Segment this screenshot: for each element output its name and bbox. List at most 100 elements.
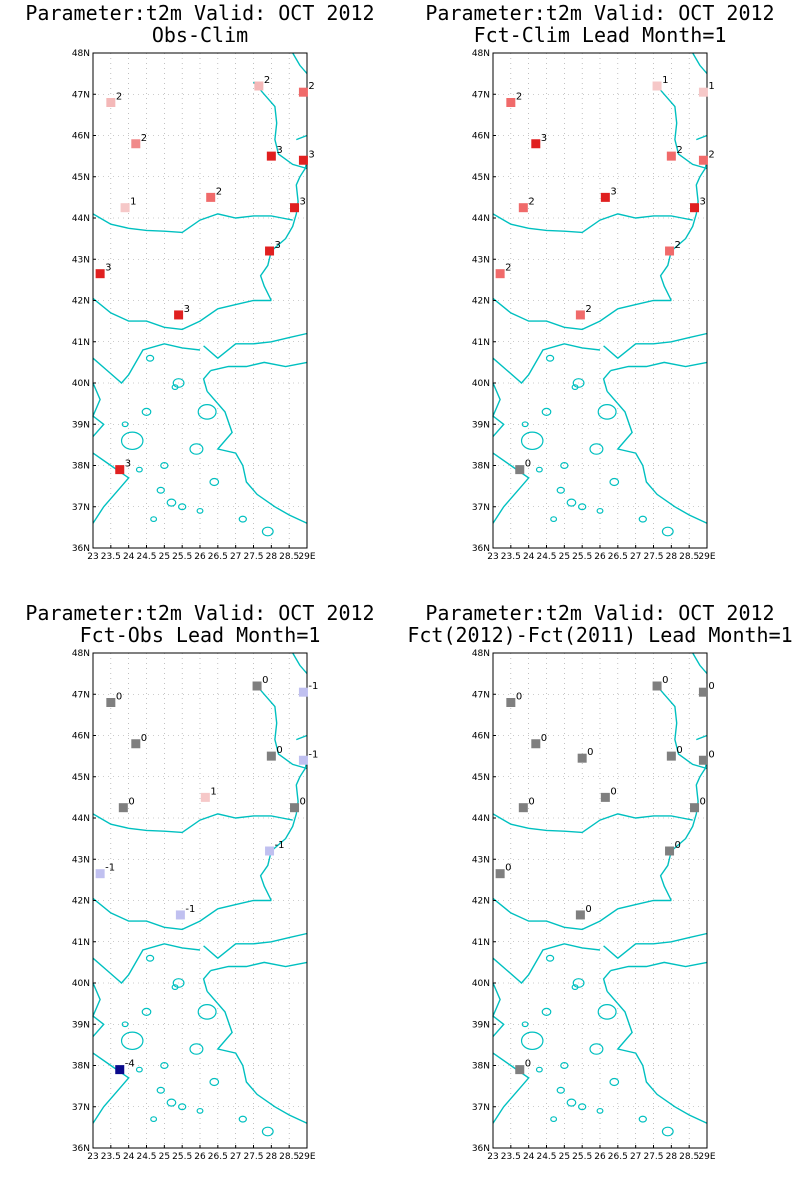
lat-tick-label: 40N [72,979,90,989]
island [556,486,565,494]
station-value-label: 0 [708,749,714,760]
coastline [652,81,708,170]
station-value-label: -1 [275,840,285,851]
map-panel-fct-obs: Parameter:t2m Valid: OCT 2012 Fct-Obs Le… [0,600,400,1200]
station-value-label: 2 [308,81,314,92]
lat-tick-label: 45N [472,173,490,183]
coastline [259,160,308,301]
station-value-label: 0 [525,1059,531,1070]
island [141,1007,152,1016]
station-marker [200,792,210,802]
lat-tick-label: 47N [72,90,90,100]
lat-tick-label: 46N [72,132,90,142]
coastline [603,932,708,960]
station-value-label: 0 [700,797,706,808]
map-panel-fct-fct: Parameter:t2m Valid: OCT 2012 Fct(2012)-… [400,600,800,1200]
station-value-label: 0 [585,904,591,915]
coastline [92,1052,130,1124]
lon-tick-label: 29E [298,1152,315,1162]
station-value-label: 3 [105,263,111,274]
lat-tick-label: 44N [472,214,490,224]
island [160,1062,169,1069]
lon-tick-label: 28.5 [279,1152,299,1162]
island [135,466,143,473]
station-value-label: 0 [528,797,534,808]
panel-title: Parameter:t2m Valid: OCT 2012 [25,1,375,25]
coastline [92,897,272,931]
lon-tick-label: 27.5 [643,552,663,562]
lat-tick-label: 37N [72,1103,90,1113]
island [520,1031,544,1051]
lat-tick-label: 37N [472,1103,490,1113]
lon-tick-label: 25.5 [172,552,192,562]
lon-tick-label: 28 [266,1152,278,1162]
lon-tick-label: 23 [487,1152,498,1162]
coastlines [92,652,308,1137]
lon-tick-label: 24.5 [536,552,556,562]
station-marker [600,192,610,202]
lon-tick-label: 23 [87,1152,98,1162]
island [145,354,155,362]
lat-tick-label: 44N [72,214,90,224]
lon-tick-label: 24 [523,1152,535,1162]
lat-tick-label: 37N [472,503,490,513]
coastline [203,932,308,960]
coastline [602,970,612,992]
station-marker [174,310,184,320]
coastline [292,652,308,675]
lon-tick-label: 24.5 [136,552,156,562]
station-value-label: 0 [525,459,531,470]
station-map: 36N 37N 38N 39N 40N 41N 42N 43N 44N 45N 46N 47N 48N 2… [472,649,716,1162]
coastline [292,52,308,75]
station-value-label: -1 [308,749,318,760]
lon-tick-label: 25.5 [572,552,592,562]
panel-subtitle: Fct-Obs Lead Month=1 [79,623,321,647]
station-marker [290,803,300,813]
island [150,1116,158,1123]
lon-tick-label: 27 [630,1152,641,1162]
island [571,984,579,991]
coastline [259,760,308,901]
coastline [603,332,708,360]
station-marker [698,755,708,765]
station-value-label: 1 [708,81,714,92]
island [596,507,604,514]
lon-tick-label: 25.5 [172,1152,192,1162]
island [166,498,177,507]
island [609,1077,620,1087]
island [597,404,617,420]
island [141,407,152,416]
lat-tick-label: 40N [72,379,90,389]
island [171,984,179,991]
island [261,526,274,537]
lat-tick-label: 44N [72,814,90,824]
lat-tick-label: 42N [472,897,490,907]
station-marker [131,739,141,749]
island [196,507,204,514]
lat-tick-label: 36N [72,544,90,554]
island [578,1103,587,1111]
station-marker [698,155,708,165]
coastline [659,760,708,901]
lon-tick-label: 28.5 [679,552,699,562]
island [261,1126,274,1137]
coastline [659,160,708,301]
station-value-label: 1 [130,197,136,208]
island [535,1066,543,1073]
coastline [92,343,201,384]
island [521,421,529,428]
coastline [492,213,693,234]
station-value-label: 0 [505,863,511,874]
lon-tick-label: 26 [194,1152,206,1162]
island [596,1107,604,1114]
coastline [206,990,308,1124]
lat-tick-label: 38N [472,462,490,472]
station-marker [515,465,525,475]
station-map: 36N 37N 38N 39N 40N 41N 42N 43N 44N 45N 46N 47N 48N 2… [72,49,316,562]
island [209,477,220,487]
coastline [492,943,601,984]
lon-tick-label: 23.5 [101,1152,121,1162]
station-marker [652,81,662,91]
island [156,486,165,494]
station-value-label: 0 [262,675,268,686]
